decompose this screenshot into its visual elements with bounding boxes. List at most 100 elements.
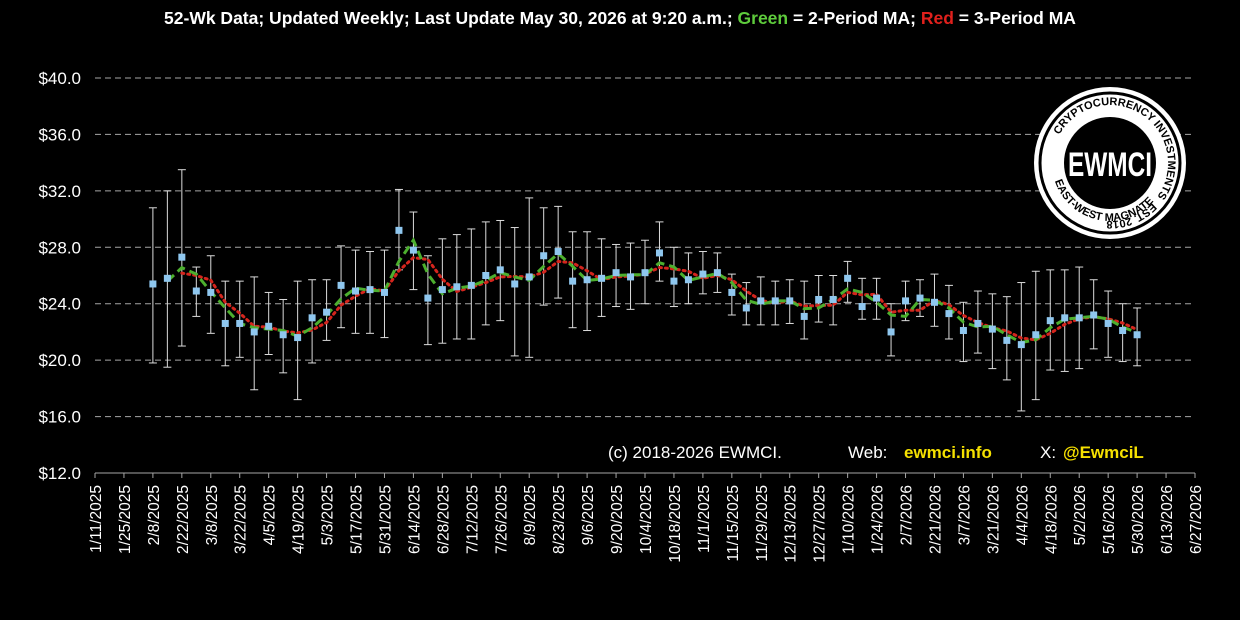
data-point [959, 327, 967, 335]
data-point [844, 274, 852, 282]
x-tick-label: 4/18/2026 [1043, 485, 1060, 554]
data-point [916, 294, 924, 302]
data-point [945, 310, 953, 318]
data-point [511, 280, 519, 288]
data-point [467, 281, 475, 289]
y-tick-label: $16.0 [38, 408, 81, 427]
x-tick-label: 5/30/2026 [1130, 485, 1147, 554]
data-point [1061, 314, 1069, 322]
data-point [583, 276, 591, 284]
data-point [1003, 336, 1011, 344]
data-point [236, 319, 244, 327]
data-point [409, 246, 417, 254]
x-tick-label: 4/5/2025 [262, 485, 279, 545]
data-point [771, 297, 779, 305]
x-tick-label: 6/14/2025 [406, 485, 423, 554]
x-handle-link[interactable]: @EwmciL [1063, 443, 1144, 462]
data-point [1104, 319, 1112, 327]
data-point [598, 274, 606, 282]
x-tick-label: 2/8/2025 [146, 485, 163, 545]
data-point [873, 294, 881, 302]
data-point [641, 269, 649, 277]
data-point [323, 308, 331, 316]
data-point [569, 277, 577, 285]
x-tick-label: 1/25/2025 [117, 485, 134, 554]
data-points [149, 226, 1141, 349]
data-point [742, 304, 750, 312]
x-tick-label: 1/10/2026 [841, 485, 858, 554]
data-point [684, 276, 692, 284]
data-point [670, 277, 678, 285]
y-tick-label: $12.0 [38, 464, 81, 483]
x-tick-label: 4/4/2026 [1014, 485, 1031, 545]
data-point [221, 319, 229, 327]
data-point [829, 295, 837, 303]
data-point [554, 248, 562, 256]
data-point [655, 249, 663, 257]
x-tick-label: 10/4/2025 [638, 485, 655, 554]
x-tick-label: 2/7/2026 [899, 485, 916, 545]
data-point [366, 286, 374, 294]
data-point [294, 334, 302, 342]
data-point [988, 325, 996, 333]
data-point [902, 297, 910, 305]
data-point [525, 273, 533, 281]
web-link[interactable]: ewmci.info [904, 443, 992, 462]
title-red-word: Red [920, 8, 954, 28]
data-point [482, 272, 490, 279]
logo-ring [1038, 91, 1182, 235]
data-point [930, 298, 938, 306]
x-tick-label: 4/19/2025 [291, 485, 308, 554]
data-point [265, 322, 273, 330]
data-point [815, 295, 823, 303]
x-tick-label: 12/13/2025 [783, 485, 800, 563]
x-tick-label: 11/1/2025 [696, 485, 713, 553]
x-tick-label: 12/27/2025 [812, 485, 829, 563]
x-tick-label: 1/24/2026 [870, 485, 887, 554]
data-point [974, 319, 982, 327]
data-point [380, 288, 388, 296]
data-point [612, 269, 620, 277]
x-tick-label: 3/7/2026 [956, 485, 973, 545]
data-point [453, 283, 461, 291]
logo-center-text: EWMCI [1068, 146, 1152, 184]
logo-inner-disc [1064, 117, 1156, 209]
y-tick-label: $32.0 [38, 182, 81, 201]
x-tick-label: 7/12/2025 [464, 485, 481, 554]
title-text: 52-Wk Data; Updated Weekly; Last Update … [164, 8, 738, 28]
x-tick-label: 3/22/2025 [233, 485, 250, 554]
data-point [207, 288, 215, 296]
data-point [800, 312, 808, 320]
data-point [627, 273, 635, 281]
data-point [424, 294, 432, 302]
web-label: Web: [848, 443, 887, 462]
data-point [163, 274, 171, 282]
x-tick-label: 7/26/2025 [493, 485, 510, 554]
data-point [279, 331, 287, 339]
y-tick-label: $24.0 [38, 295, 81, 314]
data-point [1032, 331, 1040, 339]
data-point [1090, 311, 1098, 319]
data-point [352, 287, 360, 295]
x-label: X: [1040, 443, 1056, 462]
data-point [1017, 341, 1025, 349]
x-tick-label: 8/23/2025 [551, 485, 568, 554]
data-point [786, 297, 794, 305]
data-point [395, 226, 403, 234]
x-tick-label: 6/27/2026 [1188, 485, 1205, 554]
data-point [713, 269, 721, 277]
data-point [496, 266, 504, 274]
title-text-ma3: = 3-Period MA [953, 8, 1076, 28]
x-tick-label: 5/31/2025 [377, 485, 394, 554]
x-tick-label: 5/3/2025 [320, 485, 337, 545]
data-point [250, 328, 258, 336]
y-tick-label: $36.0 [38, 125, 81, 144]
title-green-word: Green [737, 8, 789, 28]
data-point [728, 288, 736, 296]
data-point [192, 287, 200, 295]
data-point [757, 297, 765, 305]
data-point [540, 252, 548, 260]
data-point [887, 328, 895, 336]
x-tick-label: 6/13/2026 [1159, 485, 1176, 554]
